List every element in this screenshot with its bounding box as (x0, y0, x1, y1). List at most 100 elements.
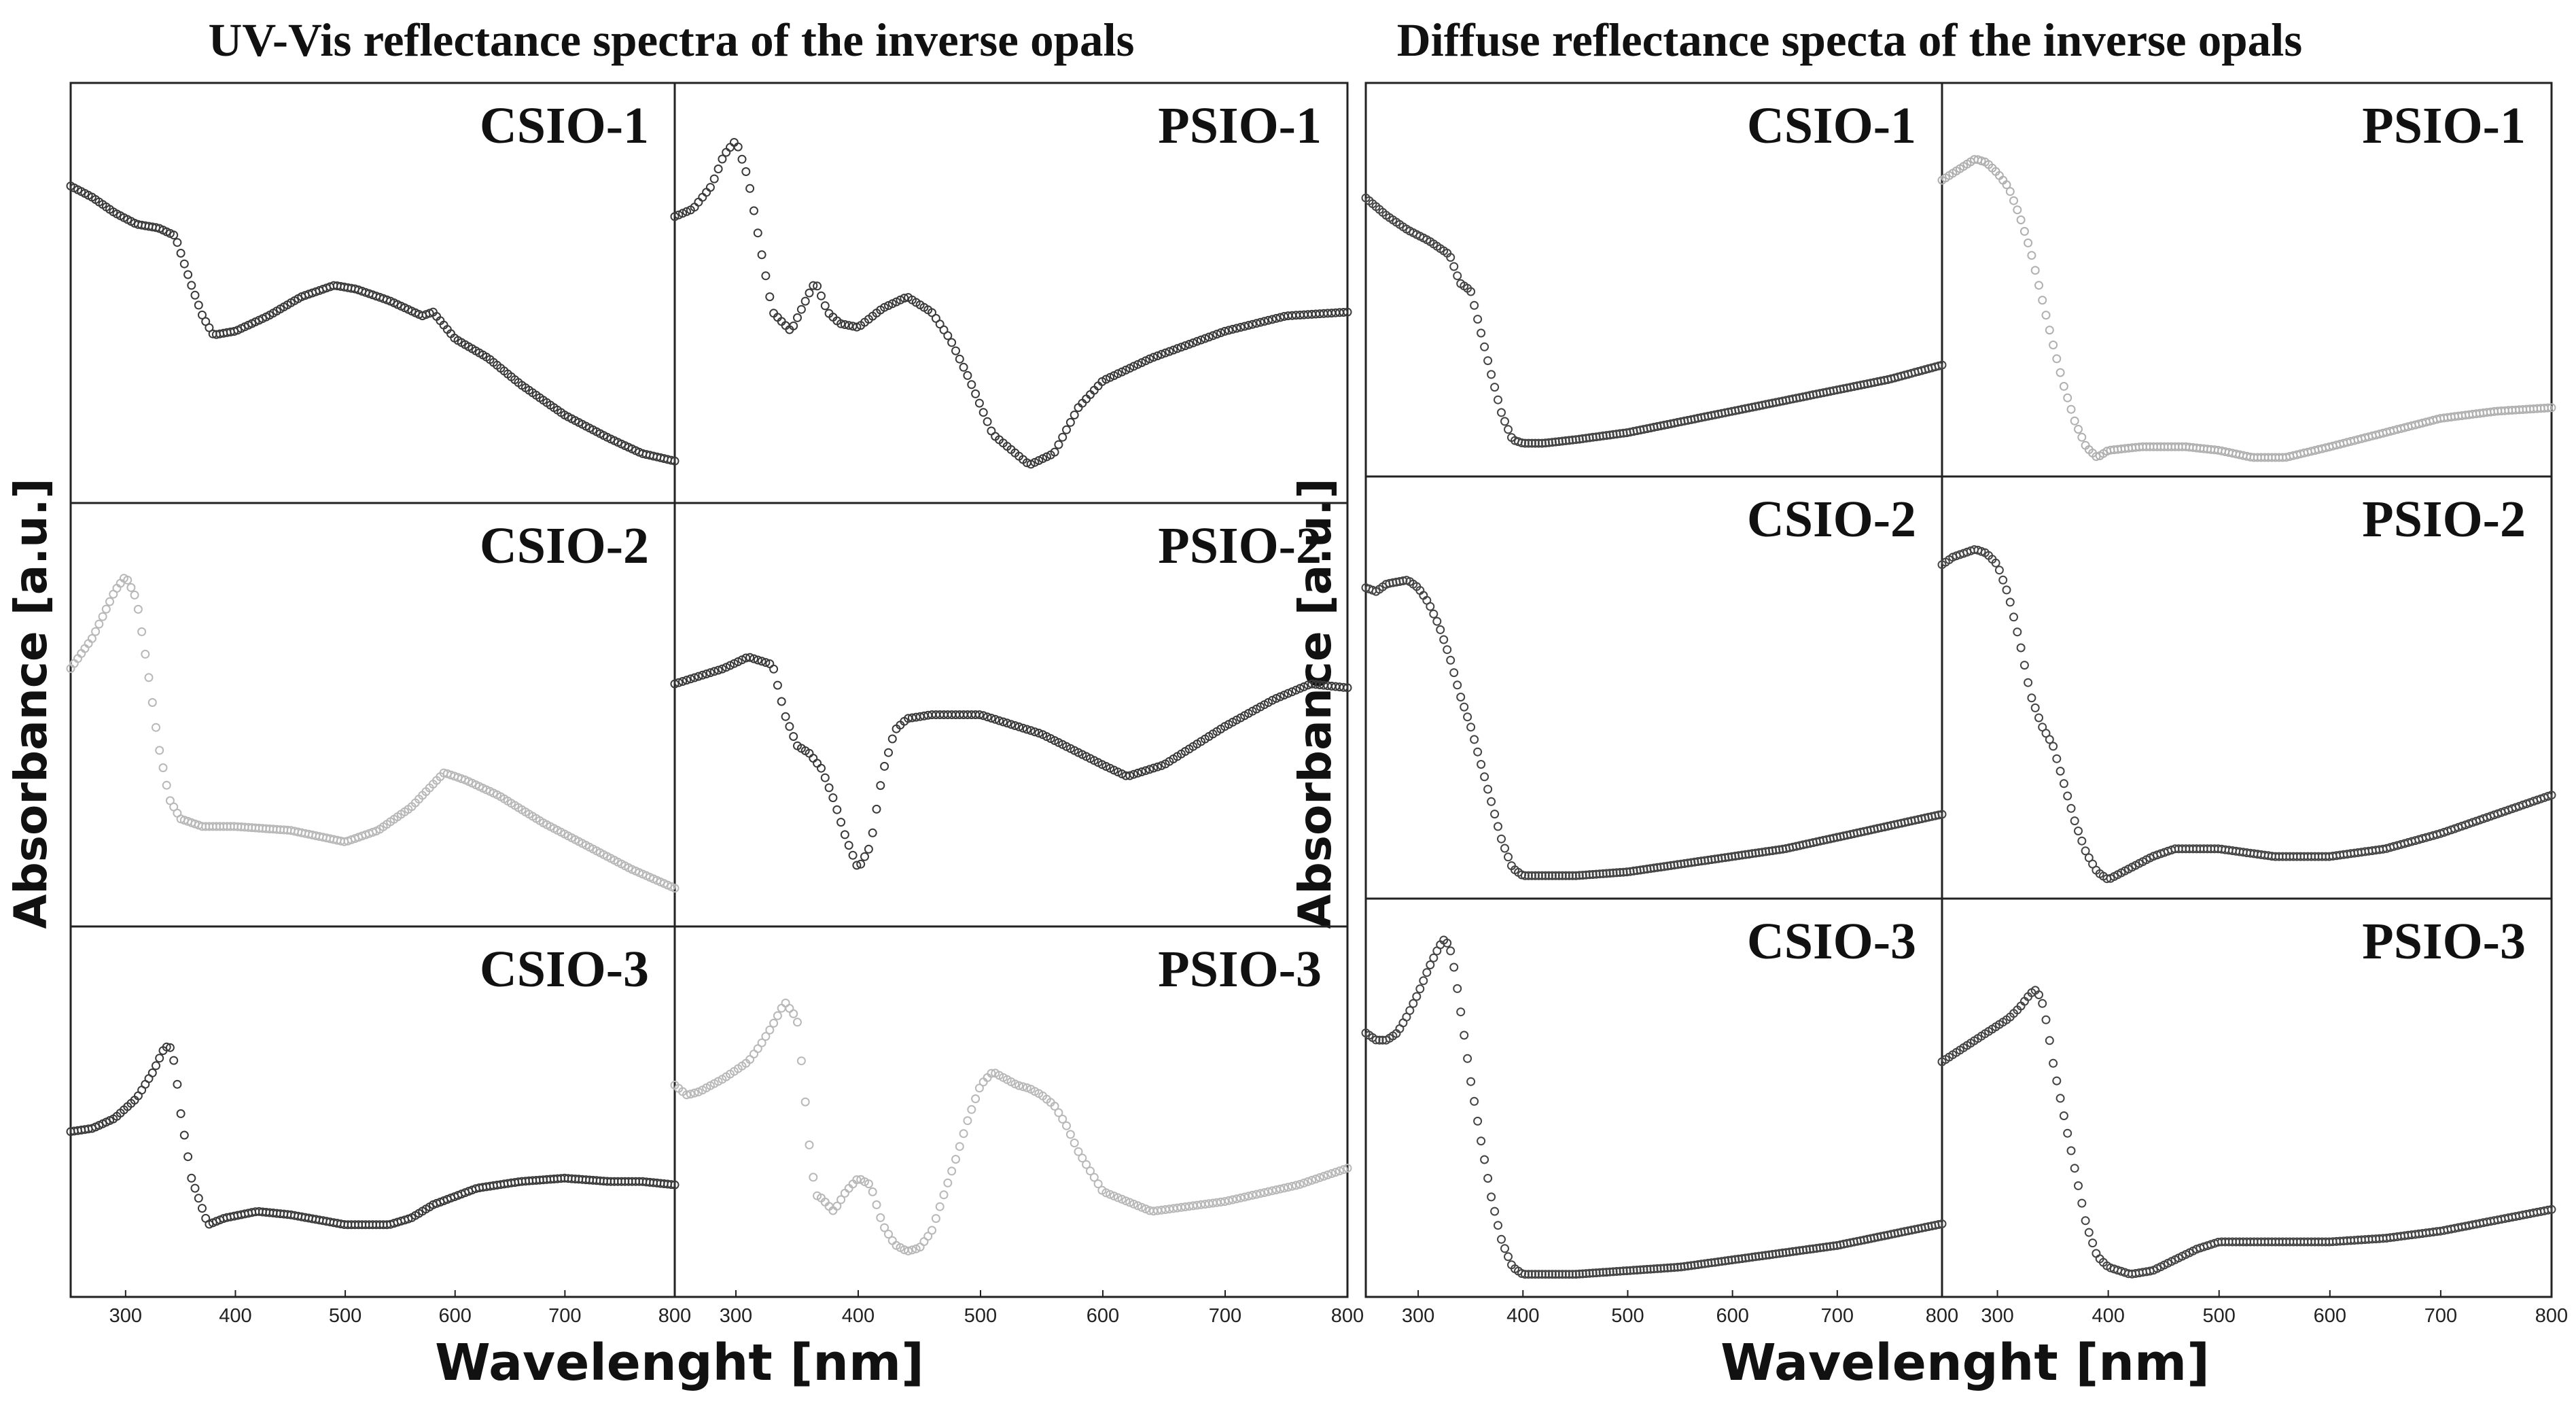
data-point (1463, 712, 1472, 722)
data-point (1295, 684, 1305, 693)
data-point (173, 1079, 182, 1089)
data-point (856, 859, 866, 869)
data-point (1228, 324, 1237, 334)
data-point (741, 167, 751, 176)
data-point (852, 1175, 862, 1185)
data-point (884, 748, 893, 757)
data-point (1188, 338, 1198, 347)
data-point (1409, 999, 1418, 1008)
data-point (713, 164, 723, 173)
data-point (198, 310, 207, 319)
data-point (2055, 368, 2065, 377)
data-point (2013, 205, 2022, 215)
left-chart-title: UV-Vis reflectance spectra of the invers… (208, 14, 1134, 66)
data-point (1216, 328, 1226, 337)
data-point (1220, 1197, 1229, 1207)
data-point (1315, 1173, 1324, 1182)
left-x-axis-label: Wavelenght [nm] (435, 1334, 924, 1392)
data-point (2009, 196, 2018, 205)
panel-psio-2: PSIO-2 (1937, 491, 2556, 884)
data-point (87, 634, 96, 643)
data-point (761, 271, 771, 281)
data-point (2049, 742, 2058, 751)
data-point (757, 250, 766, 260)
data-point (876, 781, 885, 791)
data-point (183, 270, 193, 279)
x-tick-label: 600 (2314, 1305, 2346, 1327)
data-point (1991, 558, 2000, 568)
data-point (1323, 1170, 1333, 1179)
data-point (1443, 938, 1452, 948)
data-point (1422, 968, 1432, 977)
data-point (868, 828, 877, 837)
data-point (1109, 1192, 1118, 1200)
data-point (781, 712, 790, 721)
data-point (1161, 348, 1170, 358)
data-point (2092, 1249, 2101, 1258)
data-point (880, 761, 889, 771)
data-point (2081, 846, 2090, 856)
panel-label: CSIO-2 (1747, 491, 1916, 548)
x-tick-label: 300 (109, 1305, 142, 1327)
data-point (967, 380, 976, 389)
data-point (2049, 1058, 2058, 1068)
data-point (187, 281, 196, 290)
data-point (2005, 597, 2015, 607)
data-point (769, 1018, 779, 1028)
data-point (745, 653, 755, 662)
data-point (978, 711, 988, 721)
data-point (2077, 1198, 2087, 1208)
data-point (1065, 417, 1075, 427)
data-point (1449, 962, 1459, 972)
data-point (1129, 769, 1138, 779)
data-point (2547, 791, 2556, 800)
data-point (1470, 300, 1479, 310)
data-point (694, 672, 703, 681)
panel-psio-1: PSIO-1 (670, 97, 1352, 469)
data-point (1208, 331, 1218, 341)
data-point (155, 1054, 164, 1063)
data-point (1483, 784, 1493, 794)
data-point (1220, 326, 1229, 336)
panel-csio-1: CSIO-1 (1361, 97, 1947, 448)
data-point (2066, 1146, 2076, 1156)
x-tick-label: 400 (842, 1305, 875, 1327)
data-point (1480, 1155, 1489, 1164)
data-point (817, 763, 826, 773)
data-point (1149, 763, 1159, 773)
data-point (1494, 395, 1502, 404)
data-point (1197, 335, 1205, 345)
data-point (1335, 1166, 1344, 1176)
data-point (1500, 844, 1509, 853)
data-point (1129, 1199, 1138, 1209)
data-point (123, 575, 133, 585)
data-point (757, 1038, 766, 1047)
data-point (1415, 984, 1425, 994)
data-point (959, 1129, 968, 1139)
data-point (840, 1188, 849, 1198)
data-point (1074, 1147, 1083, 1156)
data-point (1453, 984, 1462, 993)
data-point (682, 676, 691, 685)
data-point (2045, 735, 2054, 744)
data-point (753, 228, 762, 238)
data-point (1149, 353, 1159, 362)
data-point (1232, 324, 1241, 333)
data-point (1934, 1220, 1943, 1229)
data-point (1153, 762, 1162, 771)
data-point (1477, 328, 1486, 338)
data-point (813, 759, 822, 768)
data-point (682, 207, 691, 216)
data-point (1284, 1183, 1293, 1192)
data-point (789, 732, 798, 741)
data-point (194, 1194, 203, 1203)
data-point (1483, 1174, 1493, 1183)
right-chart-title: Diffuse reflectance specta of the invers… (1397, 14, 2302, 66)
data-point (2052, 354, 2062, 364)
data-point (1602, 869, 1611, 878)
data-point (1141, 766, 1150, 776)
data-point (2016, 643, 2026, 653)
data-point (1544, 1270, 1553, 1279)
data-point (1019, 723, 1027, 733)
data-point (1280, 1183, 1289, 1193)
